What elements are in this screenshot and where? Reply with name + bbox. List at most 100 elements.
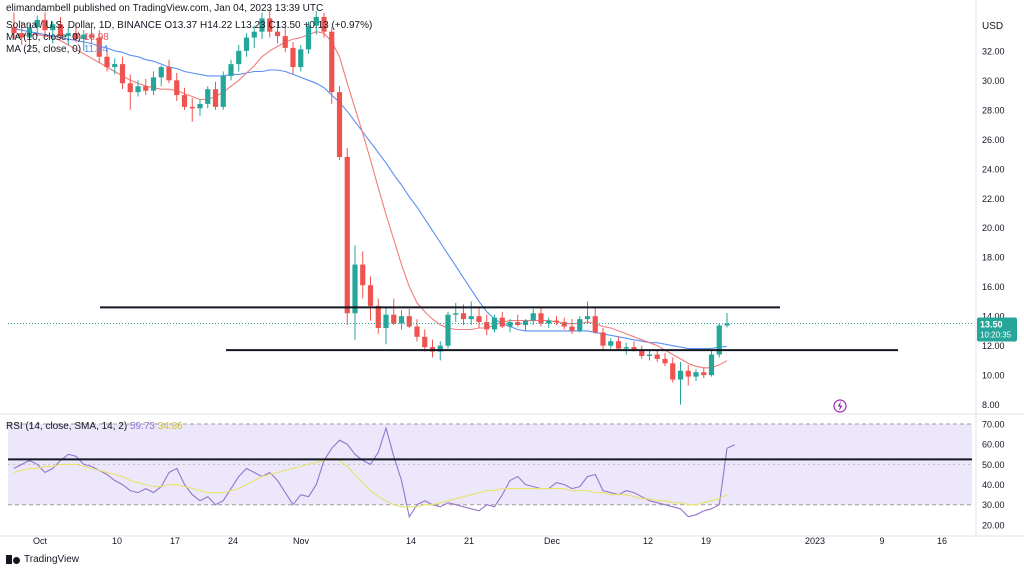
price-grid — [0, 0, 1024, 537]
price-tick-label: 32.00 — [982, 46, 1005, 56]
time-tick-label: 9 — [879, 536, 884, 546]
candle-body — [321, 16, 327, 32]
candle-body — [42, 19, 48, 31]
candle-body — [305, 25, 312, 50]
candle-body — [654, 354, 660, 359]
candle-body — [274, 31, 281, 37]
price-tick-label: 14.00 — [982, 312, 1005, 322]
candle-body — [88, 34, 95, 38]
candle-body — [708, 354, 715, 376]
candle-body — [499, 317, 505, 327]
tradingview-logo[interactable]: TradingView — [6, 554, 79, 565]
candle-body — [398, 316, 405, 324]
candle-body — [127, 83, 133, 93]
rsi-tick-label: 40.00 — [982, 480, 1005, 490]
price-tick-label: 8.00 — [982, 400, 1000, 410]
candle-body — [468, 316, 474, 320]
price-tick-label: 26.00 — [982, 135, 1005, 145]
candle-body — [530, 313, 536, 321]
candle-body — [81, 34, 87, 40]
candle-body — [724, 323, 730, 326]
price-tick-label: 28.00 — [982, 105, 1005, 115]
candle-body — [437, 345, 443, 352]
candle-body — [119, 64, 126, 84]
candle-body — [19, 33, 25, 38]
time-tick-label: 24 — [228, 536, 238, 546]
candle-body — [677, 370, 684, 380]
time-tick-label: 16 — [937, 536, 947, 546]
time-tick-label: Oct — [33, 536, 48, 546]
candle-body — [282, 36, 288, 48]
candle-body — [476, 316, 482, 323]
candle-body — [646, 354, 653, 356]
candle-body — [352, 264, 358, 314]
publisher-line: elimandambell published on TradingView.c… — [6, 3, 323, 15]
candle-body — [367, 285, 374, 306]
rsi-axis[interactable]: 20.00 30.00 40.00 50.00 60.00 70.00 — [982, 420, 1005, 531]
ma10-line — [14, 31, 728, 369]
candle-body — [515, 322, 521, 326]
candle-body — [460, 313, 467, 320]
time-axis[interactable]: Oct 10 17 24 Nov 14 21 Dec 12 19 2023 9 16 — [33, 536, 947, 546]
price-tick-label: 10.00 — [982, 371, 1005, 381]
candle-body — [290, 47, 296, 68]
candle-body — [104, 56, 110, 68]
candle-body — [391, 314, 397, 324]
candle-body — [453, 313, 459, 315]
candle-body — [623, 347, 629, 349]
rsi-legend[interactable]: RSI (14, close, SMA, 14, 2) 59.73 34.86 — [6, 421, 183, 433]
candle-body — [112, 64, 118, 68]
ma25-legend[interactable]: MA (25, close, 0) 11.94 — [6, 44, 108, 56]
ma10-legend[interactable]: MA (10, close, 0) 10.98 — [6, 32, 109, 44]
candle-body — [561, 322, 567, 327]
price-tag-bg — [977, 317, 1017, 342]
candle-body — [205, 89, 211, 104]
symbol-line[interactable]: Solana / U.S. Dollar, 1D, BINANCE O13.37… — [6, 20, 372, 32]
candle-body — [445, 314, 451, 346]
candle-body — [414, 326, 420, 337]
candle-body — [251, 31, 257, 38]
candle-body — [73, 33, 79, 40]
candle-body — [701, 372, 707, 376]
time-tick-label: Dec — [544, 536, 561, 546]
candle-body — [181, 95, 188, 107]
price-tag-value: 13.50 — [980, 320, 1003, 330]
ohlc-values: O13.37 H14.22 L13.23 C13.50 +0.13 (+0.97… — [164, 20, 373, 31]
candle-body — [57, 24, 64, 37]
candle-body — [34, 19, 40, 28]
price-tick-label: 16.00 — [982, 282, 1005, 292]
candle-body — [267, 18, 273, 32]
candle-body — [608, 341, 614, 346]
candle-body — [329, 31, 335, 93]
branding-text: TradingView — [24, 554, 80, 565]
ma25-line — [13, 28, 728, 350]
rsi-tick-label: 20.00 — [982, 520, 1005, 530]
candles — [11, 9, 730, 405]
rsi-tick-label: 50.00 — [982, 460, 1005, 470]
rsi-tick-label: 30.00 — [982, 500, 1005, 510]
candle-body — [158, 67, 164, 78]
candle-body — [662, 358, 668, 364]
candle-body — [313, 16, 319, 26]
candle-body — [259, 18, 265, 32]
price-tick-label: 20.00 — [982, 223, 1005, 233]
rsi-tick-label: 70.00 — [982, 420, 1005, 430]
time-tick-label: 2023 — [805, 536, 825, 546]
candle-body — [484, 322, 490, 330]
candle-body — [538, 313, 544, 324]
time-tick-label: 19 — [701, 536, 711, 546]
candle-body — [174, 80, 180, 96]
candle-body — [212, 89, 219, 107]
price-axis[interactable]: 8.00 10.00 12.00 14.00 16.00 18.00 20.00 22.00 2… — [982, 46, 1005, 410]
candle-body — [522, 320, 529, 326]
candle-body — [236, 50, 242, 65]
time-tick-label: 14 — [406, 536, 416, 546]
rsi-line — [13, 426, 736, 519]
candle-body — [584, 316, 591, 320]
candle-body — [11, 27, 17, 34]
time-tick-label: 21 — [464, 536, 474, 546]
publisher-text: elimandambell published on TradingView.c… — [6, 3, 324, 14]
bolt-icon[interactable] — [833, 399, 847, 413]
symbol-name[interactable]: Solana / U.S. Dollar, 1D, BINANCE — [6, 20, 162, 31]
price-tick-label: 12.00 — [982, 341, 1005, 351]
